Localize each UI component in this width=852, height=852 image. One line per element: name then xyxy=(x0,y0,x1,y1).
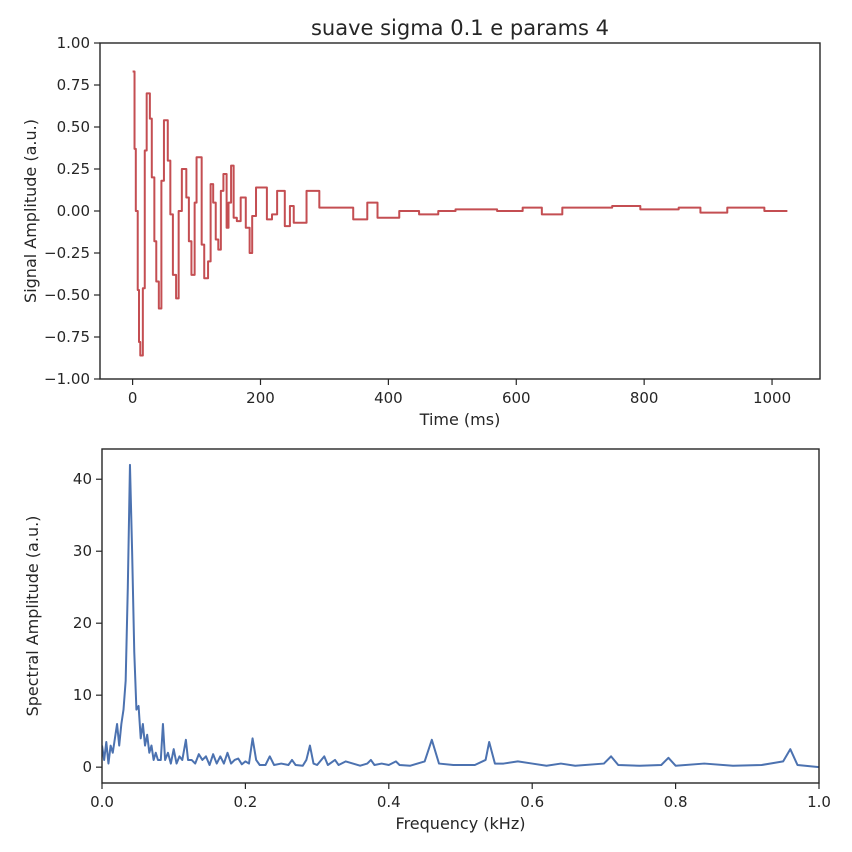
x-tick-label: 0.0 xyxy=(90,793,114,811)
y-tick-label: 30 xyxy=(73,542,92,560)
y-tick-label: 10 xyxy=(73,686,92,704)
y-tick-label: 0.25 xyxy=(57,160,90,178)
x-tick-label: 0.2 xyxy=(233,793,257,811)
chart-title: suave sigma 0.1 e params 4 xyxy=(311,16,609,40)
x-tick-label: 0.4 xyxy=(377,793,401,811)
data-line xyxy=(102,463,819,769)
y-tick-label: 0 xyxy=(82,758,92,776)
data-line xyxy=(132,70,788,357)
y-tick-label: 1.00 xyxy=(57,34,90,52)
x-tick-label: 0 xyxy=(128,389,138,407)
y-tick-label: 40 xyxy=(73,470,92,488)
y-axis-label: Spectral Amplitude (a.u.) xyxy=(23,516,42,717)
x-axis-label: Time (ms) xyxy=(419,410,501,429)
axes-frame xyxy=(101,448,820,784)
y-axis-label: Signal Amplitude (a.u.) xyxy=(21,119,40,303)
y-tick-label: 20 xyxy=(73,614,92,632)
y-tick-label: 0.75 xyxy=(57,76,90,94)
x-tick-label: 800 xyxy=(630,389,659,407)
x-tick-label: 400 xyxy=(374,389,403,407)
y-tick-label: −0.50 xyxy=(44,286,90,304)
x-tick-label: 600 xyxy=(502,389,531,407)
y-tick-label: 0.50 xyxy=(57,118,90,136)
x-tick-label: 1000 xyxy=(753,389,791,407)
x-axis-label: Frequency (kHz) xyxy=(396,814,526,833)
x-tick-label: 200 xyxy=(246,389,275,407)
y-tick-label: 0.00 xyxy=(57,202,90,220)
x-tick-label: 0.8 xyxy=(664,793,688,811)
x-tick-label: 0.6 xyxy=(520,793,544,811)
y-tick-label: −1.00 xyxy=(44,370,90,388)
y-tick-label: −0.25 xyxy=(44,244,90,262)
y-tick-label: −0.75 xyxy=(44,328,90,346)
axes-frame xyxy=(99,42,821,380)
x-tick-label: 1.0 xyxy=(807,793,831,811)
